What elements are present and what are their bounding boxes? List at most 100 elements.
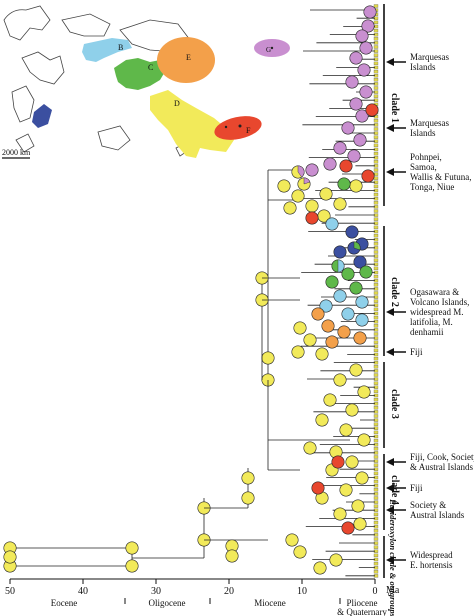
ancestral-node bbox=[305, 163, 319, 177]
region-d-shape bbox=[150, 90, 234, 158]
ancestral-node bbox=[361, 19, 375, 33]
tip-marker bbox=[373, 242, 379, 246]
axis-ticks: 50 40 30 20 10 0 bbox=[5, 579, 378, 597]
annotation-text: Fiji bbox=[410, 483, 423, 493]
ancestral-node bbox=[359, 265, 373, 279]
ancestral-node bbox=[311, 307, 325, 321]
ancestral-node-slice bbox=[303, 177, 311, 185]
ancestral-node bbox=[353, 517, 367, 531]
ancestral-node bbox=[241, 471, 255, 485]
ancestral-node bbox=[333, 245, 347, 259]
ancestral-node bbox=[353, 255, 367, 269]
ancestral-node bbox=[345, 455, 359, 469]
tip-marker bbox=[373, 45, 379, 49]
tip-marker bbox=[373, 225, 379, 230]
annotation-arrowhead bbox=[386, 458, 394, 466]
region-c-shape bbox=[114, 58, 166, 90]
tip-marker bbox=[373, 422, 379, 426]
annotation-text: E. hortensis bbox=[410, 560, 453, 570]
axis-unit: Ma bbox=[386, 585, 400, 596]
tip-marker bbox=[373, 447, 379, 451]
annotation-arrowhead bbox=[386, 484, 394, 492]
tip-marker bbox=[373, 430, 379, 435]
ancestral-node bbox=[351, 499, 365, 513]
annotation-text: Society & bbox=[410, 500, 446, 510]
ancestral-node bbox=[291, 345, 305, 359]
tip-marker bbox=[373, 291, 379, 295]
annotation-text: denhamii bbox=[410, 327, 444, 337]
ancestral-node bbox=[323, 157, 337, 171]
region-e-letter: E bbox=[186, 53, 191, 62]
tip-marker bbox=[373, 258, 379, 262]
tip-marker bbox=[373, 135, 379, 139]
tip-marker bbox=[373, 496, 379, 500]
tip-marker bbox=[373, 537, 379, 541]
annotation-arrowhead bbox=[386, 124, 394, 132]
ancestral-node bbox=[353, 331, 367, 345]
ancestral-node bbox=[339, 423, 353, 437]
ancestral-node bbox=[319, 187, 333, 201]
ancestral-node bbox=[357, 385, 371, 399]
epoch-quaternary: & Quaternary bbox=[337, 607, 387, 616]
ancestral-node bbox=[359, 41, 373, 55]
ancestral-node bbox=[355, 313, 369, 327]
annotation-text: Widespread bbox=[410, 550, 453, 560]
tip-marker bbox=[373, 192, 379, 197]
ancestral-node bbox=[357, 63, 371, 77]
map-point bbox=[270, 46, 274, 50]
annotation-text: Volcano Islands, bbox=[410, 297, 469, 307]
ancestral-node bbox=[359, 85, 373, 99]
annotation-text: Austral Islands bbox=[410, 510, 465, 520]
ancestral-node bbox=[303, 441, 317, 455]
tip-marker bbox=[373, 356, 379, 361]
ancestral-node bbox=[315, 347, 329, 361]
ancestral-node bbox=[3, 550, 17, 564]
ancestral-node bbox=[285, 533, 299, 547]
axis-tick-label: 10 bbox=[297, 586, 307, 597]
tip-marker bbox=[373, 69, 379, 74]
clade-2-label: clade 2 bbox=[389, 277, 400, 307]
ancestral-node bbox=[355, 295, 369, 309]
ancestral-node bbox=[333, 507, 347, 521]
ancestral-node bbox=[357, 433, 371, 447]
tip-marker bbox=[373, 184, 379, 189]
tip-marker bbox=[373, 406, 379, 410]
coastline-outlines bbox=[3, 5, 191, 157]
ancestral-node bbox=[283, 201, 297, 215]
annotation-arrowhead bbox=[386, 168, 394, 176]
tip-marker bbox=[373, 61, 379, 66]
tip-marker bbox=[373, 414, 379, 418]
ancestral-node bbox=[319, 299, 333, 313]
ancestral-node bbox=[305, 211, 319, 225]
region-d-letter: D bbox=[174, 99, 180, 108]
ancestral-node-slice bbox=[297, 165, 305, 178]
ancestral-node bbox=[355, 471, 369, 485]
ancestral-node bbox=[363, 5, 377, 19]
ancestral-node bbox=[365, 103, 379, 117]
annotation-arrowhead bbox=[386, 308, 394, 316]
map-inset: B C D E F G 2000 km bbox=[2, 5, 290, 159]
tip-marker bbox=[373, 307, 379, 312]
clade-4-label: clade 4 bbox=[389, 475, 400, 505]
tip-marker bbox=[373, 365, 379, 369]
ancestral-node bbox=[261, 351, 275, 365]
ancestral-node bbox=[291, 189, 305, 203]
tip-marker bbox=[373, 479, 379, 484]
annotation-text: Marquesas bbox=[410, 118, 449, 128]
tip-marker bbox=[373, 512, 379, 517]
tip-marker bbox=[373, 250, 379, 254]
region-f-letter: F bbox=[246, 126, 251, 135]
tip-marker bbox=[373, 520, 379, 525]
tip-marker bbox=[373, 438, 379, 443]
annotation-text: Marquesas bbox=[410, 52, 449, 62]
ancestral-node bbox=[311, 481, 325, 495]
epoch-oligocene: Oligocene bbox=[149, 598, 186, 608]
annotation-arrowhead bbox=[386, 506, 394, 514]
ancestral-node bbox=[325, 275, 339, 289]
annotation-text: & Austral Islands bbox=[410, 462, 473, 472]
ancestral-node bbox=[293, 545, 307, 559]
tip-marker bbox=[373, 553, 379, 558]
annotations: MarquesasIslandsMarquesasIslandsPohnpei,… bbox=[386, 52, 474, 570]
tip-marker bbox=[373, 78, 379, 82]
